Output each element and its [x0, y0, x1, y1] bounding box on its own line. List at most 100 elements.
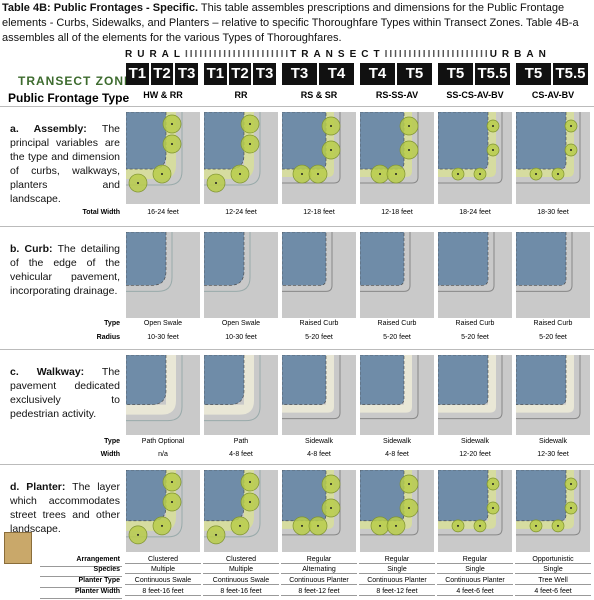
cell-value: Continuous Planter [437, 577, 513, 585]
row-label: Radius [96, 334, 120, 341]
cell-value: 4-8 feet [229, 451, 253, 458]
cell-value: Raised Curb [533, 320, 573, 327]
cell-value: Continuous Swale [125, 577, 201, 585]
cell-value: Continuous Planter [281, 577, 357, 585]
frontage-illustration [204, 355, 278, 435]
row-label: Species [93, 566, 120, 573]
frontage-type: RS-SS-AV [375, 90, 419, 100]
rural: RURAL [125, 49, 185, 60]
frontage-illustration [516, 232, 590, 318]
frontage-illustration [360, 470, 434, 552]
frontage-illustration [126, 470, 200, 552]
zone-box: T4 [360, 63, 395, 85]
cell-value: 4-8 feet [307, 451, 331, 458]
frontage-illustration [204, 470, 278, 552]
frontage-type: RR [234, 90, 248, 100]
cell-value: Regular [281, 556, 357, 564]
cell-value: Single [359, 566, 435, 574]
frontage-illustration [516, 470, 590, 552]
frontage-label: Public Frontage Type [8, 91, 130, 105]
cell-value: Regular [359, 556, 435, 564]
section-text: c. Walkway: The pavement dedicated exclu… [10, 365, 120, 421]
cell-value: Single [437, 566, 513, 574]
frontage-illustration [126, 355, 200, 435]
cell-value: 8 feet-12 feet [281, 588, 357, 596]
row-label: Total Width [82, 209, 120, 216]
zone-box: T3 [282, 63, 317, 85]
cell-value: Multiple [125, 566, 201, 574]
frontage-illustration [516, 355, 590, 435]
frontage-illustration [360, 112, 434, 204]
row-label: Type [104, 438, 120, 445]
cell-value: Path [233, 438, 249, 445]
cell-value: Sidewalk [538, 438, 567, 445]
cell-value: Raised Curb [377, 320, 417, 327]
cell-value: 8 feet-12 feet [359, 588, 435, 596]
cell-value: 5-20 feet [461, 334, 489, 341]
cell-value: Open Swale [221, 320, 261, 327]
cell-value: 12-24 feet [225, 209, 257, 216]
cell-value: Single [515, 566, 591, 574]
row-rule [40, 587, 122, 588]
zone-box: T5.5 [475, 63, 510, 85]
transect-banner: RURALIIIIIIIIIIIIIIIIIIIIIITRANSECTIIIII… [125, 49, 551, 60]
cell-value: Regular [437, 556, 513, 564]
zone-box: T5 [397, 63, 432, 85]
frontage-illustration [204, 232, 278, 318]
frontage-type: SS-CS-AV-BV [446, 90, 504, 100]
frontage-illustration [282, 232, 356, 318]
section-title: d. Planter: [10, 481, 66, 493]
cell-value: Tree Well [515, 577, 591, 585]
zone-box: T3 [253, 63, 276, 85]
cell-value: Alternating [281, 566, 357, 574]
cell-value: 10-30 feet [147, 334, 179, 341]
cell-value: 5-20 feet [305, 334, 333, 341]
cell-value: 18-30 feet [537, 209, 569, 216]
row-label: Planter Width [74, 588, 120, 595]
cell-value: Continuous Swale [203, 577, 279, 585]
header-title: Table 4B: Public Frontages - Specific. [2, 2, 199, 14]
section-description: The principal variables are the type and… [10, 123, 120, 205]
zone-box: T2 [228, 63, 252, 85]
cell-value: 8 feet-16 feet [203, 588, 279, 596]
divider [0, 349, 594, 350]
zone-box: T2 [150, 63, 174, 85]
cell-value: 12-20 feet [459, 451, 491, 458]
zone-box: T4 [319, 63, 354, 85]
zone-label: TRANSECT ZONE [18, 74, 133, 88]
cell-value: 12-30 feet [537, 451, 569, 458]
section-title: c. Walkway: [10, 366, 85, 378]
frontage-type: HW & RR [143, 90, 183, 100]
section-text: b. Curb: The detailing of the edge of th… [10, 242, 120, 298]
frontage-type: CS-AV-BV [531, 90, 575, 100]
frontage-illustration [126, 112, 200, 204]
cell-value: 18-24 feet [459, 209, 491, 216]
section-description: The pavement dedicated exclusively to pe… [10, 366, 120, 420]
frontage-type: RS & SR [300, 90, 338, 100]
divider [0, 226, 594, 227]
frontage-illustration [360, 355, 434, 435]
row-label: Width [100, 451, 120, 458]
cell-value: Clustered [125, 556, 201, 564]
frontage-illustration [438, 232, 512, 318]
header-text: This table assembles prescriptions and d… [2, 2, 579, 44]
cell-value: 16-24 feet [147, 209, 179, 216]
row-label: Type [104, 320, 120, 327]
cell-value: 4 feet-6 feet [515, 588, 591, 596]
frontage-illustration [438, 355, 512, 435]
cell-value: 4 feet-6 feet [437, 588, 513, 596]
frontage-illustration [360, 232, 434, 318]
header: Table 4B: Public Frontages - Specific. T… [2, 1, 590, 46]
row-rule [40, 566, 122, 567]
section-description: The layer which accommodates street tree… [10, 481, 120, 535]
section-description: The detailing of the edge of the vehicul… [10, 243, 120, 297]
logo [4, 532, 32, 564]
frontage-illustration [126, 232, 200, 318]
section-text: d. Planter: The layer which accommodates… [10, 480, 120, 536]
cell-value: Multiple [203, 566, 279, 574]
frontage-illustration [282, 112, 356, 204]
cell-value: 10-30 feet [225, 334, 257, 341]
cell-value: Sidewalk [382, 438, 411, 445]
cell-value: Opportunistic [515, 556, 591, 564]
